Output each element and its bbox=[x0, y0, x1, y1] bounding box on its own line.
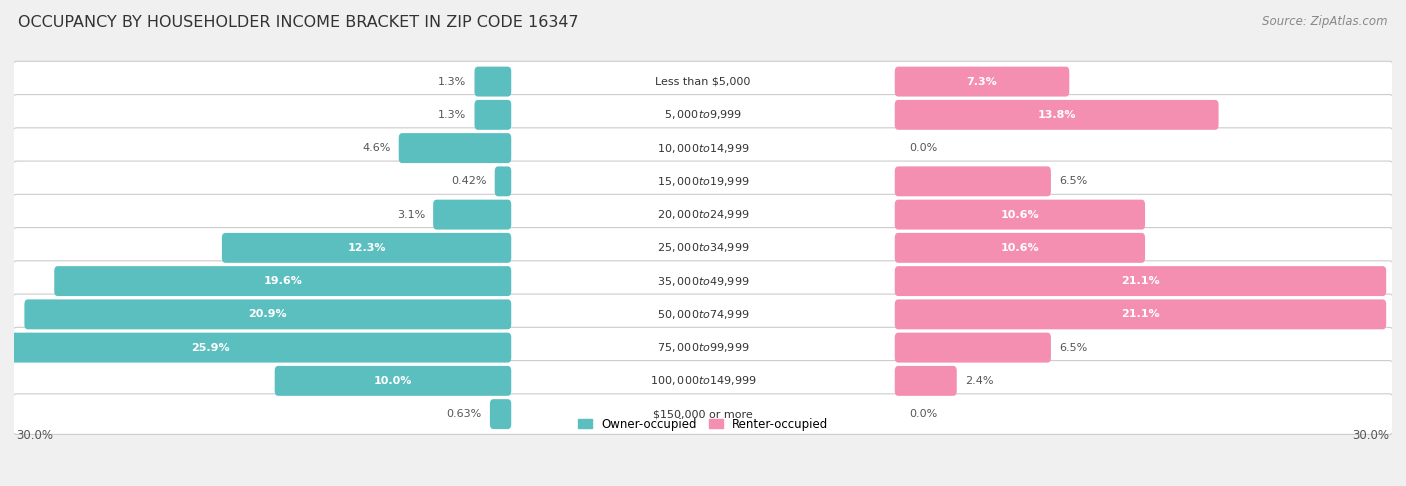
Text: 10.6%: 10.6% bbox=[1001, 209, 1039, 220]
FancyBboxPatch shape bbox=[894, 233, 1144, 263]
FancyBboxPatch shape bbox=[894, 67, 1070, 97]
FancyBboxPatch shape bbox=[894, 332, 1050, 363]
FancyBboxPatch shape bbox=[894, 100, 1219, 130]
Text: $15,000 to $19,999: $15,000 to $19,999 bbox=[657, 175, 749, 188]
FancyBboxPatch shape bbox=[894, 266, 1386, 296]
FancyBboxPatch shape bbox=[474, 67, 512, 97]
FancyBboxPatch shape bbox=[894, 299, 1386, 330]
Text: 21.1%: 21.1% bbox=[1121, 310, 1160, 319]
FancyBboxPatch shape bbox=[13, 161, 1393, 202]
FancyBboxPatch shape bbox=[24, 299, 512, 330]
FancyBboxPatch shape bbox=[399, 133, 512, 163]
Text: 20.9%: 20.9% bbox=[249, 310, 287, 319]
FancyBboxPatch shape bbox=[495, 166, 512, 196]
Text: 2.4%: 2.4% bbox=[965, 376, 993, 386]
Text: 10.6%: 10.6% bbox=[1001, 243, 1039, 253]
Text: 0.42%: 0.42% bbox=[451, 176, 486, 186]
FancyBboxPatch shape bbox=[55, 266, 512, 296]
FancyBboxPatch shape bbox=[894, 366, 956, 396]
Text: $25,000 to $34,999: $25,000 to $34,999 bbox=[657, 242, 749, 254]
Text: OCCUPANCY BY HOUSEHOLDER INCOME BRACKET IN ZIP CODE 16347: OCCUPANCY BY HOUSEHOLDER INCOME BRACKET … bbox=[18, 15, 579, 30]
FancyBboxPatch shape bbox=[13, 194, 1393, 235]
FancyBboxPatch shape bbox=[13, 261, 1393, 301]
FancyBboxPatch shape bbox=[13, 294, 1393, 335]
Text: 30.0%: 30.0% bbox=[1353, 429, 1389, 442]
Legend: Owner-occupied, Renter-occupied: Owner-occupied, Renter-occupied bbox=[572, 413, 834, 435]
Text: 7.3%: 7.3% bbox=[967, 77, 997, 87]
FancyBboxPatch shape bbox=[0, 332, 512, 363]
Text: 4.6%: 4.6% bbox=[363, 143, 391, 153]
FancyBboxPatch shape bbox=[433, 200, 512, 229]
Text: 30.0%: 30.0% bbox=[17, 429, 53, 442]
FancyBboxPatch shape bbox=[894, 166, 1050, 196]
Text: $20,000 to $24,999: $20,000 to $24,999 bbox=[657, 208, 749, 221]
FancyBboxPatch shape bbox=[13, 328, 1393, 368]
Text: 21.1%: 21.1% bbox=[1121, 276, 1160, 286]
Text: 19.6%: 19.6% bbox=[263, 276, 302, 286]
Text: $100,000 to $149,999: $100,000 to $149,999 bbox=[650, 374, 756, 387]
Text: 13.8%: 13.8% bbox=[1038, 110, 1076, 120]
Text: $50,000 to $74,999: $50,000 to $74,999 bbox=[657, 308, 749, 321]
FancyBboxPatch shape bbox=[13, 394, 1393, 434]
Text: 1.3%: 1.3% bbox=[439, 77, 467, 87]
Text: 6.5%: 6.5% bbox=[1059, 176, 1087, 186]
Text: 1.3%: 1.3% bbox=[439, 110, 467, 120]
Text: 25.9%: 25.9% bbox=[191, 343, 229, 353]
FancyBboxPatch shape bbox=[474, 100, 512, 130]
Text: $10,000 to $14,999: $10,000 to $14,999 bbox=[657, 141, 749, 155]
FancyBboxPatch shape bbox=[489, 399, 512, 429]
Text: $150,000 or more: $150,000 or more bbox=[654, 409, 752, 419]
Text: $35,000 to $49,999: $35,000 to $49,999 bbox=[657, 275, 749, 288]
Text: 3.1%: 3.1% bbox=[396, 209, 425, 220]
FancyBboxPatch shape bbox=[13, 128, 1393, 168]
Text: 0.63%: 0.63% bbox=[447, 409, 482, 419]
Text: $75,000 to $99,999: $75,000 to $99,999 bbox=[657, 341, 749, 354]
FancyBboxPatch shape bbox=[13, 95, 1393, 135]
FancyBboxPatch shape bbox=[13, 227, 1393, 268]
Text: 0.0%: 0.0% bbox=[910, 409, 938, 419]
Text: $5,000 to $9,999: $5,000 to $9,999 bbox=[664, 108, 742, 122]
Text: Source: ZipAtlas.com: Source: ZipAtlas.com bbox=[1263, 15, 1388, 28]
Text: 10.0%: 10.0% bbox=[374, 376, 412, 386]
FancyBboxPatch shape bbox=[222, 233, 512, 263]
Text: 12.3%: 12.3% bbox=[347, 243, 385, 253]
FancyBboxPatch shape bbox=[274, 366, 512, 396]
FancyBboxPatch shape bbox=[13, 61, 1393, 102]
Text: 6.5%: 6.5% bbox=[1059, 343, 1087, 353]
FancyBboxPatch shape bbox=[13, 361, 1393, 401]
Text: Less than $5,000: Less than $5,000 bbox=[655, 77, 751, 87]
FancyBboxPatch shape bbox=[894, 200, 1144, 229]
Text: 0.0%: 0.0% bbox=[910, 143, 938, 153]
